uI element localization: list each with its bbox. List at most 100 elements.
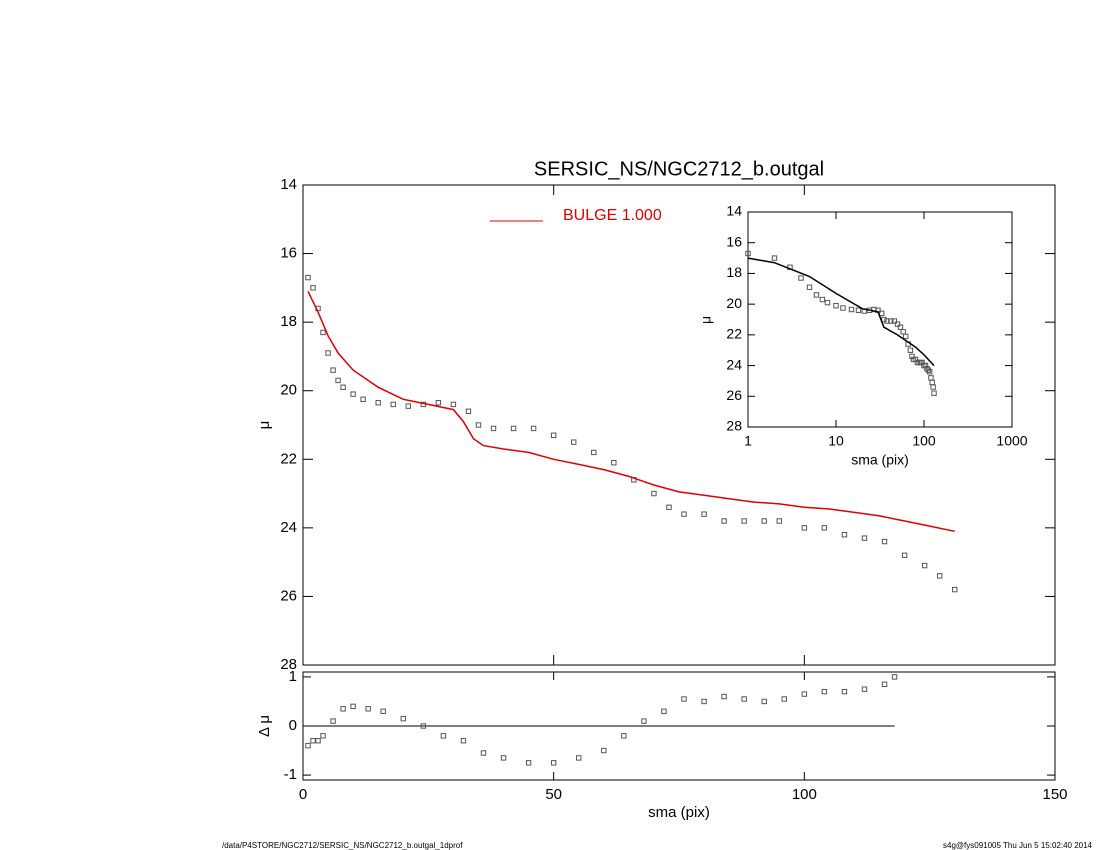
y-tick-label: 24 xyxy=(726,356,742,372)
marker xyxy=(420,723,427,729)
marker xyxy=(666,504,672,510)
marker xyxy=(821,688,828,695)
y-tick-label: 22 xyxy=(726,326,742,342)
marker xyxy=(380,708,386,714)
marker xyxy=(310,285,316,291)
marker xyxy=(571,439,577,445)
marker xyxy=(305,274,311,281)
marker xyxy=(909,353,915,360)
marker xyxy=(550,432,557,438)
marker xyxy=(798,275,804,281)
y-axis-label: Δ μ xyxy=(256,715,273,737)
marker xyxy=(776,518,782,524)
x-axis-label: sma (pix) xyxy=(851,452,909,468)
marker xyxy=(305,742,311,749)
marker xyxy=(824,299,831,306)
marker xyxy=(903,333,909,340)
marker xyxy=(813,292,820,298)
marker xyxy=(928,375,934,381)
marker xyxy=(926,369,933,375)
marker xyxy=(891,674,898,680)
marker xyxy=(330,367,336,373)
marker xyxy=(925,367,932,373)
marker xyxy=(576,755,582,761)
y-tick-label: 28 xyxy=(280,656,297,673)
marker xyxy=(405,403,411,409)
marker xyxy=(897,324,904,330)
x-tick-label: 1000 xyxy=(996,433,1027,449)
x-tick-label: 100 xyxy=(912,433,936,449)
marker xyxy=(841,688,848,695)
marker xyxy=(848,306,855,313)
x-tick-label: 150 xyxy=(1042,786,1067,803)
marker xyxy=(741,518,747,524)
x-tick-label: 100 xyxy=(792,786,817,803)
y-tick-label: 26 xyxy=(726,387,742,403)
marker xyxy=(855,307,862,313)
main-frame xyxy=(302,184,1056,666)
y-tick-label: 1 xyxy=(289,668,297,685)
y-tick-label: 14 xyxy=(726,203,742,219)
marker xyxy=(611,460,617,466)
marker xyxy=(761,698,767,705)
marker xyxy=(922,362,929,369)
y-axis-label: μ xyxy=(256,421,273,430)
x-axis-label: sma (pix) xyxy=(648,804,710,821)
marker xyxy=(450,401,457,408)
marker xyxy=(924,365,930,372)
marker xyxy=(840,305,846,311)
marker xyxy=(721,518,727,524)
y-tick-label: 16 xyxy=(280,245,297,262)
inset-frame xyxy=(747,211,1013,428)
y-tick-label: 22 xyxy=(280,450,297,467)
marker xyxy=(901,552,908,558)
marker xyxy=(320,329,326,336)
marker xyxy=(884,318,890,324)
chart-title: SERSIC_NS/NGC2712_b.outgal xyxy=(534,158,824,180)
y-tick-label: 28 xyxy=(726,418,742,434)
marker xyxy=(861,686,868,692)
marker xyxy=(330,718,336,724)
marker xyxy=(310,738,316,744)
marker xyxy=(465,408,472,414)
marker xyxy=(745,250,751,257)
marker xyxy=(929,379,935,386)
marker xyxy=(340,706,346,712)
marker xyxy=(891,318,898,324)
x-tick-label: 1 xyxy=(744,433,752,449)
marker xyxy=(888,318,894,324)
marker xyxy=(661,708,667,714)
marker xyxy=(881,681,888,687)
marker xyxy=(761,518,767,524)
marker xyxy=(440,733,447,739)
marker xyxy=(930,384,936,390)
legend-label: BULGE 1.000 xyxy=(563,207,662,224)
y-tick-label: 18 xyxy=(280,313,297,330)
marker xyxy=(878,310,885,317)
marker xyxy=(771,255,778,261)
marker xyxy=(936,573,943,579)
marker xyxy=(621,733,627,739)
marker xyxy=(435,400,442,406)
marker xyxy=(340,384,346,390)
marker xyxy=(601,747,607,754)
footer-right: s4g@fys091005 Thu Jun 5 15:02:40 2014 xyxy=(943,841,1093,850)
y-tick-label: 16 xyxy=(726,233,742,249)
marker xyxy=(641,718,647,724)
marker xyxy=(907,347,914,353)
marker xyxy=(500,755,507,761)
marker xyxy=(681,696,687,702)
marker xyxy=(360,396,366,402)
marker xyxy=(806,284,813,290)
model-line xyxy=(747,257,935,367)
marker xyxy=(681,511,687,517)
marker xyxy=(350,703,356,710)
marker xyxy=(475,422,482,428)
marker xyxy=(530,425,537,432)
footer-left: /data/P4STORE/NGC2712/SERSIC_NS/NGC2712_… xyxy=(222,841,463,850)
marker xyxy=(921,562,928,569)
y-tick-label: 24 xyxy=(280,519,297,536)
marker xyxy=(881,538,888,545)
marker xyxy=(335,377,341,384)
